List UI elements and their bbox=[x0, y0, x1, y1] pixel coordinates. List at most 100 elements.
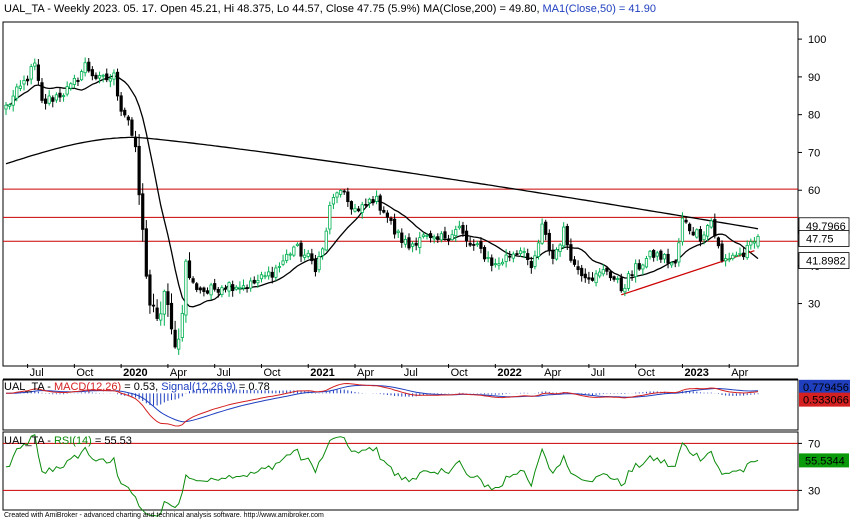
macd-label-box bbox=[799, 392, 850, 407]
candle bbox=[292, 245, 296, 258]
macd-title-prefix: UAL_TA - bbox=[4, 381, 54, 393]
candle-body bbox=[522, 251, 526, 253]
candle-body bbox=[54, 94, 58, 101]
candle bbox=[540, 218, 544, 245]
candle-body bbox=[177, 338, 181, 350]
candle-body bbox=[695, 229, 699, 238]
candle-body bbox=[644, 258, 649, 268]
candle-body bbox=[461, 225, 465, 234]
candle-body bbox=[421, 234, 425, 237]
candle-body bbox=[321, 248, 325, 256]
candle-body bbox=[479, 241, 483, 249]
candle bbox=[500, 258, 505, 266]
candle bbox=[385, 210, 389, 223]
candle-body bbox=[292, 246, 296, 256]
candle bbox=[133, 130, 138, 153]
candle-body bbox=[612, 276, 616, 280]
candle bbox=[198, 286, 202, 294]
ma200-line bbox=[5, 136, 759, 230]
candle bbox=[227, 281, 231, 297]
candle-body bbox=[749, 241, 753, 246]
rsi-series-label: RSI(14) bbox=[54, 435, 92, 447]
candle-body bbox=[141, 193, 145, 230]
candle-body bbox=[90, 69, 94, 77]
price-label-box bbox=[798, 252, 850, 270]
rsi-label-text: 55.5344 bbox=[805, 455, 845, 467]
rsi-title-prefix: UAL_TA - bbox=[4, 435, 54, 447]
candle-body bbox=[587, 277, 591, 280]
x-tick-label: 2021 bbox=[310, 367, 334, 379]
candle-body bbox=[112, 72, 116, 80]
candle bbox=[83, 57, 87, 77]
candle bbox=[432, 234, 436, 244]
rsi-tick-label: 70 bbox=[808, 438, 820, 450]
candle-body bbox=[511, 253, 515, 259]
candle-body bbox=[367, 198, 372, 204]
candle-body bbox=[515, 253, 519, 255]
candle bbox=[274, 264, 278, 281]
candle bbox=[317, 251, 321, 273]
candle bbox=[652, 248, 656, 262]
candle-body bbox=[709, 220, 713, 228]
candle-body bbox=[238, 286, 242, 289]
candle-body bbox=[533, 255, 537, 267]
macd-series-label: MACD(12,26) bbox=[54, 381, 121, 393]
candle-body bbox=[270, 271, 274, 278]
candle bbox=[727, 252, 731, 263]
signal-value-text: = 0.78 bbox=[236, 381, 270, 393]
rsi-tick-label: 30 bbox=[808, 485, 820, 497]
candle bbox=[580, 264, 584, 282]
candle-body bbox=[126, 116, 130, 121]
candle bbox=[148, 269, 152, 314]
candle bbox=[270, 266, 274, 284]
candle bbox=[54, 92, 58, 103]
candle-body bbox=[130, 119, 134, 136]
candle-body bbox=[540, 223, 544, 244]
candle-body bbox=[223, 287, 228, 290]
macd-panel bbox=[6, 382, 759, 427]
candle-body bbox=[7, 104, 12, 107]
candle bbox=[202, 286, 206, 297]
candle bbox=[285, 249, 289, 264]
y-tick-label: 80 bbox=[808, 110, 820, 122]
candle bbox=[306, 249, 310, 259]
candle-body bbox=[601, 269, 605, 275]
candle-body bbox=[626, 273, 631, 289]
candle bbox=[378, 193, 382, 215]
candle bbox=[25, 75, 30, 86]
price-label-box bbox=[798, 230, 850, 247]
candle-body bbox=[547, 232, 551, 251]
x-tick-label: Oct bbox=[263, 367, 280, 379]
candle-body bbox=[641, 264, 645, 270]
candle-body bbox=[608, 271, 613, 279]
candle bbox=[47, 90, 51, 106]
candle bbox=[659, 249, 663, 263]
y-tick-label: 100 bbox=[808, 34, 826, 46]
candle-body bbox=[191, 278, 195, 283]
candle-body bbox=[11, 95, 15, 106]
candle-body bbox=[288, 253, 292, 256]
candle bbox=[105, 68, 109, 83]
candle bbox=[536, 239, 541, 260]
candle-body bbox=[83, 62, 87, 74]
candle-body bbox=[590, 277, 595, 281]
candle bbox=[79, 69, 84, 82]
candle bbox=[497, 257, 501, 270]
candle-body bbox=[69, 83, 73, 89]
candle bbox=[137, 134, 141, 205]
candle bbox=[418, 231, 422, 254]
candle bbox=[216, 287, 220, 298]
candle-body bbox=[450, 234, 454, 241]
candle bbox=[554, 247, 559, 261]
candle-body bbox=[299, 242, 303, 257]
candle-body bbox=[554, 249, 559, 260]
candle bbox=[357, 205, 361, 213]
candle bbox=[4, 101, 8, 115]
candle-body bbox=[446, 239, 451, 242]
x-tick-label: Jul bbox=[217, 367, 231, 379]
candle bbox=[486, 251, 490, 263]
candle bbox=[65, 81, 69, 97]
candle bbox=[457, 220, 461, 230]
candle-body bbox=[72, 77, 76, 85]
candle bbox=[443, 226, 447, 241]
